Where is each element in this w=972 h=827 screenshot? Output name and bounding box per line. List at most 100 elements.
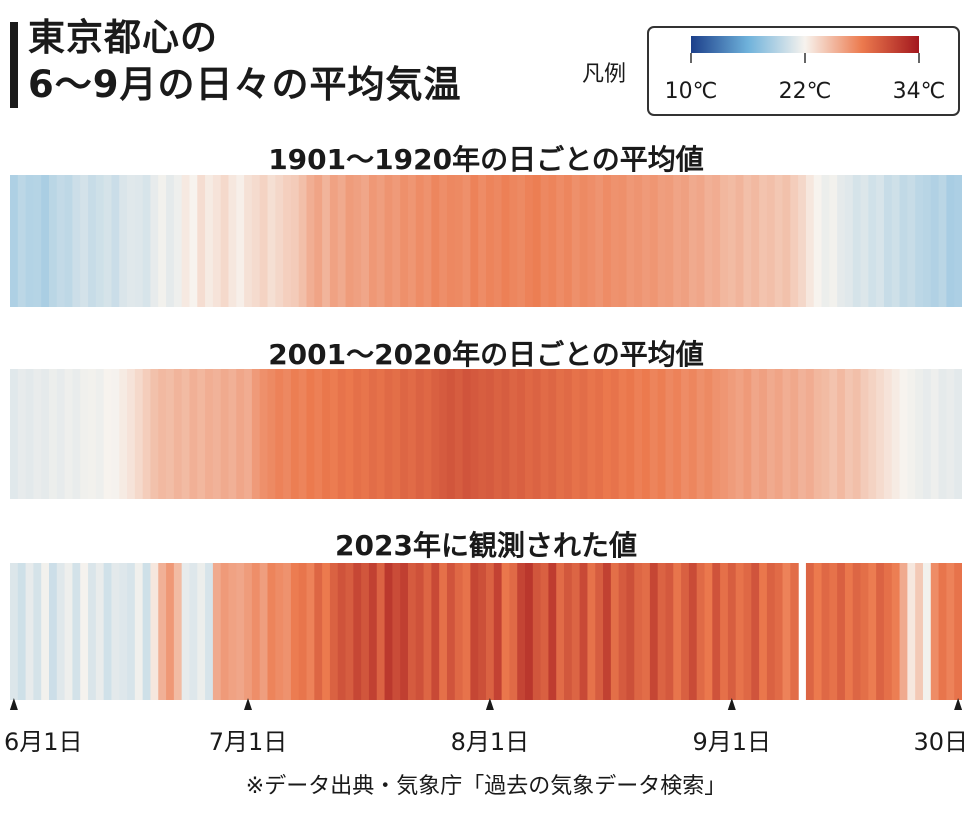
stripe-2001-2020-day-45	[353, 369, 362, 499]
stripe-1901-1920-day-105	[821, 175, 830, 307]
stripe-1901-1920-day-24	[189, 175, 198, 307]
stripe-2001-2020-day-46	[361, 369, 370, 499]
stripe-1901-1920-day-70	[548, 175, 557, 307]
stripe-2023-day-40	[314, 563, 323, 700]
stripe-2023-day-113	[883, 563, 893, 700]
stripe-chart-2023	[10, 563, 962, 700]
stripe-1901-1920-day-76	[595, 175, 604, 307]
axis-tick-sep-30	[954, 698, 963, 710]
stripe-1901-1920-day-31	[244, 175, 253, 307]
stripe-2001-2020-day-64	[501, 369, 511, 499]
stripe-2001-2020-day-3	[25, 369, 35, 499]
stripe-2023-day-77	[603, 563, 612, 700]
stripe-1901-1920-day-75	[587, 175, 596, 307]
stripe-1901-1920-day-15	[119, 175, 128, 307]
stripe-2001-2020-day-20	[158, 369, 167, 499]
title-accent-bar	[10, 22, 18, 108]
stripe-1901-1920-day-65	[509, 175, 518, 307]
stripe-1901-1920-day-66	[517, 175, 526, 307]
data-source-note: ※データ出典・気象庁「過去の気象データ検索」	[245, 774, 727, 799]
stripe-2023-day-91	[712, 563, 721, 700]
stripe-2023-day-9	[72, 563, 81, 700]
stripe-2001-2020-day-99	[774, 369, 784, 499]
stripe-2023-day-117	[915, 563, 924, 700]
stripe-2001-2020-day-111	[868, 369, 877, 499]
legend-gradient-bar	[691, 36, 919, 53]
stripe-2001-2020-day-53	[415, 369, 425, 499]
stripe-2023-day-56	[439, 563, 448, 700]
stripe-2001-2020-day-110	[860, 369, 869, 499]
stripe-1901-1920-day-120	[938, 175, 947, 307]
stripe-2001-2020-day-90	[704, 369, 713, 499]
stripe-1901-1920-day-119	[930, 175, 940, 307]
stripe-1901-1920-day-61	[478, 175, 487, 307]
stripe-2023-day-59	[462, 563, 471, 700]
stripe-2023-day-39	[306, 563, 315, 700]
stripe-2023-day-15	[119, 563, 128, 700]
stripe-2001-2020-day-84	[657, 369, 667, 499]
stripe-2001-2020-day-8	[64, 369, 74, 499]
stripe-2023-day-18	[142, 563, 152, 700]
stripe-2023-day-105	[821, 563, 830, 700]
stripe-2001-2020-day-37	[290, 369, 300, 499]
stripe-2001-2020-day-77	[603, 369, 612, 499]
stripe-2023-day-60	[470, 563, 479, 700]
stripe-2001-2020-day-87	[681, 369, 690, 499]
stripe-2001-2020-day-48	[376, 369, 386, 499]
stripe-2001-2020-day-21	[166, 369, 175, 499]
legend-min-label: 10℃	[664, 79, 718, 104]
stripe-1901-1920-day-57	[446, 175, 456, 307]
stripe-2023-day-45	[353, 563, 362, 700]
stripe-1901-1920-day-18	[142, 175, 152, 307]
stripe-1901-1920-day-21	[166, 175, 175, 307]
stripe-2001-2020-day-95	[743, 369, 752, 499]
stripe-1901-1920-day-101	[790, 175, 799, 307]
stripe-1901-1920-day-74	[579, 175, 589, 307]
stripe-2001-2020-day-105	[821, 369, 830, 499]
stripe-1901-1920-day-23	[181, 175, 191, 307]
stripe-2023-day-80	[626, 563, 635, 700]
stripe-2023-day-46	[361, 563, 370, 700]
stripe-2001-2020-day-9	[72, 369, 81, 499]
stripe-2023-day-93	[727, 563, 737, 700]
stripe-2023-day-49	[384, 563, 393, 700]
stripe-2001-2020-day-67	[525, 369, 534, 499]
stripe-1901-1920-day-29	[228, 175, 237, 307]
stripe-2023-day-101	[790, 563, 799, 700]
stripe-2023-day-14	[111, 563, 120, 700]
stripe-2023-day-37	[290, 563, 300, 700]
stripe-2001-2020-day-72	[564, 369, 573, 499]
stripe-chart-2001-2020	[10, 369, 962, 499]
stripe-2023-day-110	[860, 563, 869, 700]
stripe-2001-2020-day-78	[610, 369, 620, 499]
stripe-1901-1920-day-48	[376, 175, 386, 307]
stripe-2023-day-76	[595, 563, 604, 700]
stripe-2001-2020-day-121	[946, 369, 955, 499]
stripe-2001-2020-day-89	[696, 369, 706, 499]
stripe-1901-1920-day-113	[883, 175, 893, 307]
stripe-2023-day-3	[25, 563, 35, 700]
stripe-2001-2020-day-15	[119, 369, 128, 499]
stripe-2023-day-111	[868, 563, 877, 700]
stripe-2023-day-73	[571, 563, 581, 700]
stripe-2001-2020-day-44	[345, 369, 354, 499]
stripe-1901-1920-day-40	[314, 175, 323, 307]
stripe-1901-1920-day-55	[431, 175, 440, 307]
stripe-2023-day-72	[564, 563, 573, 700]
stripe-2023-day-100	[782, 563, 791, 700]
stripe-1901-1920-day-46	[361, 175, 370, 307]
stripe-2001-2020-day-57	[446, 369, 456, 499]
stripe-2001-2020-day-69	[540, 369, 550, 499]
stripe-2001-2020-day-12	[95, 369, 105, 499]
stripe-1901-1920-day-106	[829, 175, 838, 307]
stripe-1901-1920-day-71	[556, 175, 565, 307]
stripe-2001-2020-day-49	[384, 369, 393, 499]
stripe-2023-day-2	[17, 563, 27, 700]
stripe-2001-2020-day-120	[938, 369, 947, 499]
stripe-1901-1920-day-16	[127, 175, 136, 307]
stripe-1901-1920-day-103	[805, 175, 815, 307]
stripe-2001-2020-day-55	[431, 369, 440, 499]
stripe-1901-1920-day-73	[571, 175, 581, 307]
stripe-2001-2020-day-14	[111, 369, 120, 499]
stripe-2023-day-43	[337, 563, 347, 700]
